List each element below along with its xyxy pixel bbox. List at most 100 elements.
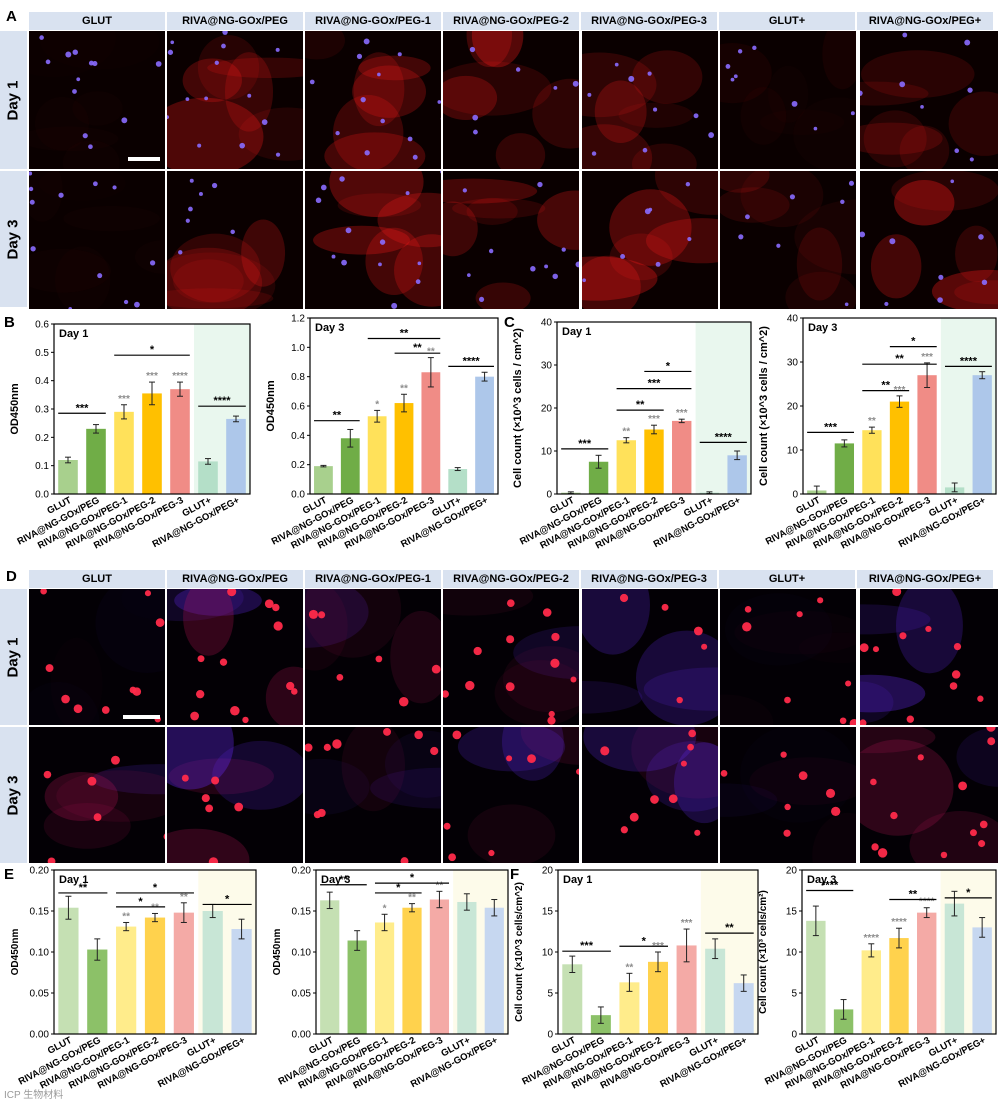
bar-6 — [475, 376, 494, 494]
y-tick-label: 30 — [787, 358, 799, 369]
significance-bracket-label: **** — [960, 355, 978, 367]
micrograph-image — [860, 589, 998, 725]
fluorescence-region — [618, 102, 694, 128]
y-tick-label: 0.8 — [291, 372, 305, 383]
micrograph-background — [443, 31, 579, 169]
panel-d-header-peg: RIVA@NG-GOx/PEG — [167, 570, 303, 588]
cell-nucleus — [331, 254, 336, 259]
cell-nucleus — [222, 31, 228, 35]
micrograph-tile — [443, 727, 579, 863]
fluorescence-region — [860, 604, 931, 635]
significance-bracket-label: * — [225, 893, 230, 905]
micrograph-image — [305, 171, 441, 309]
y-tick-label: 1.0 — [291, 343, 305, 354]
chart-title: Day 1 — [59, 328, 88, 340]
fluorescence-region — [894, 179, 955, 226]
panel-d-header-glut-plus: GLUT+ — [719, 570, 855, 588]
error-bar — [683, 928, 690, 963]
cell-nucleus — [813, 126, 818, 131]
bar-1 — [87, 949, 108, 1034]
cell-body — [542, 608, 552, 617]
fluorescence-region — [537, 190, 579, 250]
bar-3 — [402, 907, 422, 1034]
error-bar — [481, 371, 488, 382]
bar-1 — [347, 940, 367, 1034]
cell-body — [925, 625, 932, 633]
micrograph-background — [860, 589, 998, 725]
fluorescence-region — [860, 727, 936, 754]
cell-nucleus — [412, 154, 418, 160]
fluorescence-region — [457, 727, 566, 772]
cell-body — [969, 829, 977, 837]
cell-nucleus — [29, 186, 34, 192]
cell-body — [291, 688, 298, 695]
micrograph-tile — [443, 171, 579, 309]
micrograph-image — [582, 171, 718, 309]
cell-nucleus — [954, 148, 960, 154]
significance-mark: * — [375, 399, 379, 410]
bar-2 — [862, 430, 882, 494]
fluorescence-region — [632, 50, 703, 104]
bar-4 — [170, 389, 190, 494]
fluorescence-region — [582, 680, 643, 714]
chart-c-day3: ** *** *** *** ** ** * **** 0 10 20 30 40 Day 3 Cell c… — [755, 314, 1000, 554]
cell-nucleus — [72, 49, 78, 55]
micrograph-image — [443, 589, 579, 725]
fluorescence-region — [646, 741, 718, 812]
fluorescence-region — [583, 727, 697, 772]
cell-nucleus — [938, 274, 944, 280]
micrograph-background — [29, 589, 165, 725]
error-bar — [354, 930, 361, 951]
chart-b-day3: * ** ** ** ** ** **** 0.0 0.2 0.4 0.6 0.8 1.0 1.2 Day … — [262, 314, 502, 554]
bar-6 — [733, 983, 754, 1034]
fluorescence-region — [863, 110, 927, 168]
error-bar — [951, 482, 958, 493]
y-tick-label: 0 — [792, 490, 798, 501]
bar-0 — [806, 920, 826, 1034]
cell-nucleus — [789, 194, 796, 200]
y-tick-label: 0.15 — [292, 907, 312, 918]
panel-letter-e: E — [4, 866, 15, 883]
cell-nucleus — [92, 181, 98, 187]
error-bar — [678, 418, 685, 424]
fluorescence-region — [720, 187, 790, 223]
panel-letter-b: B — [4, 314, 15, 331]
fluorescence-region — [513, 626, 579, 680]
panel-a-header-peg-plus: RIVA@NG-GOx/PEG+ — [857, 12, 993, 30]
significance-bracket-label: ** — [400, 328, 409, 340]
error-bar — [401, 393, 407, 413]
cell-nucleus — [149, 260, 156, 266]
fluorescence-region — [92, 764, 165, 795]
micrograph-background — [720, 31, 856, 169]
cell-body — [208, 857, 219, 863]
fluorescence-region — [520, 727, 579, 765]
chart-title: Day 1 — [59, 874, 88, 886]
cell-nucleus — [417, 261, 422, 266]
bar-3 — [144, 917, 166, 1034]
cell-body — [93, 813, 102, 822]
cell-body — [687, 743, 694, 751]
bar-3 — [889, 401, 910, 494]
cell-body — [430, 746, 439, 756]
cell-nucleus — [937, 297, 943, 303]
cell-body — [825, 788, 836, 798]
panel-a-row-label-day1: Day 1 — [0, 31, 27, 169]
cell-body — [576, 768, 579, 775]
cell-body — [129, 686, 137, 694]
chart-f-day3: **** **** **** **** ** * 0 5 10 15 20 Day 3 Cell cou… — [758, 866, 1000, 1096]
y-tick-label: 0 — [546, 490, 552, 501]
micrograph-image — [860, 171, 998, 309]
cell-body — [849, 718, 856, 725]
significance-bracket-label: **** — [213, 395, 231, 407]
fluorescence-region — [167, 247, 263, 309]
cell-body — [979, 820, 988, 829]
error-bar — [93, 424, 99, 434]
fluorescence-region — [654, 171, 718, 215]
micrograph-image — [443, 727, 579, 863]
bar-5 — [448, 469, 468, 494]
panel-a-header-peg1: RIVA@NG-GOx/PEG-1 — [305, 12, 441, 30]
cell-body — [317, 808, 326, 818]
error-bar — [623, 437, 630, 444]
fluorescence-region — [305, 589, 348, 671]
fluorescence-region — [197, 35, 260, 100]
